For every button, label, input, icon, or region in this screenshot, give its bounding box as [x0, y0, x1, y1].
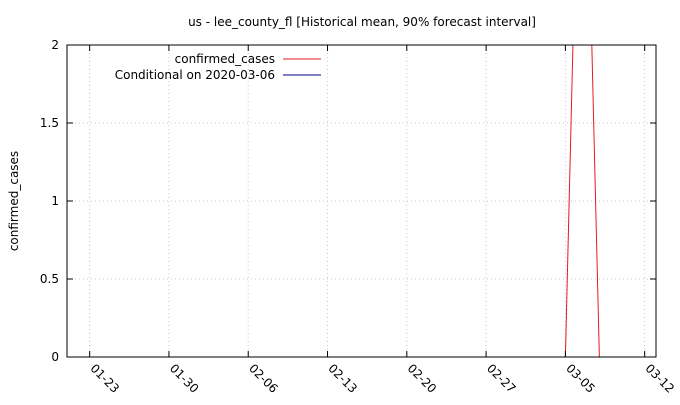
series-line-0 [564, 45, 600, 357]
y-tick-label: 1 [51, 194, 59, 208]
x-tick-label: 01-30 [167, 361, 202, 396]
x-tick-label: 02-06 [246, 361, 281, 396]
legend-label: confirmed_cases [175, 52, 275, 66]
y-tick-label: 1.5 [40, 116, 59, 130]
x-tick-label: 03-12 [643, 361, 678, 396]
y-tick-label: 0.5 [40, 272, 59, 286]
x-tick-label: 01-23 [88, 361, 123, 396]
x-tick-label: 02-20 [405, 361, 440, 396]
chart-title: us - lee_county_fl [Historical mean, 90%… [188, 15, 536, 29]
x-tick-label: 02-13 [325, 361, 360, 396]
y-tick-label: 0 [51, 350, 59, 364]
y-axis-title: confirmed_cases [7, 151, 21, 251]
x-tick-label: 03-05 [563, 361, 598, 396]
legend-label: Conditional on 2020-03-06 [115, 68, 275, 82]
y-tick-label: 2 [51, 38, 59, 52]
grid [67, 45, 656, 357]
series-layer [564, 45, 600, 357]
legend: confirmed_cases Conditional on 2020-03-06 [115, 52, 321, 82]
ticks: 0 0.5 1 1.5 2 01-23 01-30 02-06 02-13 02-20 02-27 0… [40, 38, 677, 396]
x-tick-label: 02-27 [484, 361, 519, 396]
